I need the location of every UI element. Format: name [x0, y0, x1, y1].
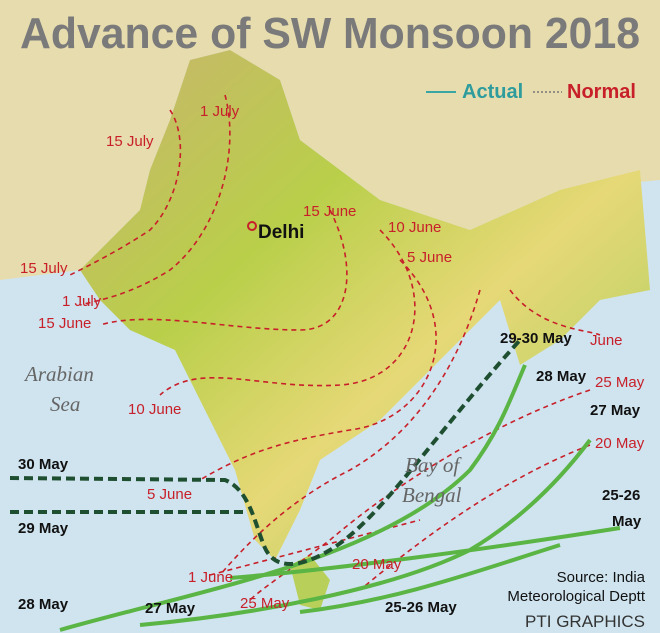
legend-normal: Normal: [567, 81, 636, 103]
normal-label: 1 June: [188, 569, 233, 586]
normal-label: 15 July: [20, 260, 68, 277]
source: Meteorological Deptt: [507, 588, 645, 605]
actual-label: May: [612, 513, 642, 530]
actual-label: 29 May: [18, 520, 69, 537]
legend-actual: Actual: [462, 81, 523, 103]
actual-label: 28 May: [18, 596, 69, 613]
actual-label: 25-26: [602, 487, 640, 504]
normal-label: 25 May: [240, 595, 290, 612]
credit: PTI GRAPHICS: [525, 612, 645, 631]
india: [80, 50, 650, 560]
place-label: Bengal: [402, 483, 462, 507]
line-labels: 1 July 15 July 15 June 10 June 5 June 15 July…: [18, 103, 645, 617]
place-label: Arabian: [23, 362, 94, 386]
normal-label: 5 June: [407, 249, 452, 266]
actual-label: 28 May: [536, 368, 587, 385]
normal-label: 25 May: [595, 374, 645, 391]
place-label: Delhi: [258, 222, 304, 243]
place-label: Sea: [50, 392, 80, 416]
neighbour-land: [0, 0, 660, 280]
actual-lines: [9, 338, 621, 632]
normal-lines: [69, 94, 601, 601]
actual-label: 30 May: [18, 456, 69, 473]
normal-label: June: [590, 332, 623, 349]
normal-label: 5 June: [147, 486, 192, 503]
actual-label: 27 May: [145, 600, 196, 617]
title: Advance of SW Monsoon 2018: [20, 9, 640, 58]
normal-label: 15 June: [38, 315, 91, 332]
normal-label: 1 July: [62, 293, 102, 310]
actual-label: 25-26 May: [385, 599, 457, 616]
normal-label: 15 July: [106, 133, 154, 150]
normal-label: 15 June: [303, 203, 356, 220]
actual-label: 27 May: [590, 402, 641, 419]
normal-label: 20 May: [595, 435, 645, 452]
place-label: Bay of: [405, 453, 462, 477]
normal-label: 10 June: [128, 401, 181, 418]
source: Source: India: [557, 569, 646, 586]
normal-label: 1 July: [200, 103, 240, 120]
normal-label: 20 May: [352, 556, 402, 573]
actual-label: 29-30 May: [500, 330, 572, 347]
normal-label: 10 June: [388, 219, 441, 236]
delhi-marker: [247, 221, 257, 231]
